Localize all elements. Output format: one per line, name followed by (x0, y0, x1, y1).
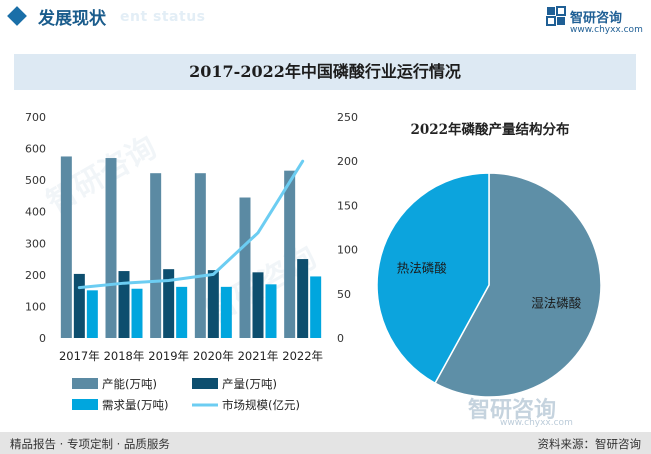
legend-swatch (72, 378, 98, 389)
page-title: 发展现状 (38, 9, 106, 29)
bar (239, 197, 251, 338)
series-line (77, 159, 305, 290)
x-tick-label: 2017年 (59, 349, 100, 363)
chart-title-band: 2017-2022年中国磷酸行业运行情况 (14, 54, 636, 90)
bar (176, 286, 188, 338)
bar (60, 156, 72, 338)
y-left-tick-label: 700 (25, 111, 46, 124)
legend-swatch (192, 378, 218, 389)
y-left-tick-label: 400 (25, 206, 46, 219)
logo-icon (546, 6, 566, 26)
bar (163, 269, 175, 338)
x-tick-label: 2022年 (282, 349, 323, 363)
bar (105, 158, 117, 338)
bar (220, 286, 232, 338)
y-left-tick-label: 200 (25, 269, 46, 282)
pie-slice (434, 172, 602, 398)
bar (194, 173, 206, 338)
footer-slogan: 精品报告 · 专项定制 · 品质服务 (10, 437, 170, 451)
bar (284, 170, 296, 338)
x-tick-label: 2019年 (148, 349, 189, 363)
page-header: ent status 发展现状 智研咨询 www.chyxx.com (0, 0, 651, 40)
brand-name: 智研咨询 (570, 11, 623, 26)
footer-source: 资料来源：智研咨询 (537, 437, 642, 451)
footer: 精品报告 · 专项定制 · 品质服务 资料来源：智研咨询 (0, 432, 651, 454)
y-left-tick-label: 0 (39, 332, 46, 345)
bar (252, 272, 264, 338)
pie-label: 热法磷酸 (397, 261, 448, 276)
chart-area: 0 100 200 300 400 500 600 700 0 50 100 150 200 250 201… (25, 111, 602, 412)
bar (297, 259, 309, 338)
pie-slice (376, 172, 490, 385)
bar (118, 271, 130, 338)
bar (131, 288, 143, 338)
legend-label: 市场规模(亿元) (222, 398, 300, 412)
pie-chart-title: 2022年磷酸产量结构分布 (410, 122, 570, 138)
y-right-tick-label: 50 (337, 288, 351, 301)
diamond-icon (7, 6, 27, 26)
y-left-tick-label: 100 (25, 300, 46, 313)
y-right-tick-label: 0 (337, 332, 344, 345)
bar (73, 273, 85, 338)
pie-label: 湿法磷酸 (531, 295, 582, 310)
legend-swatch (72, 399, 98, 410)
legend-label: 产能(万吨) (102, 377, 157, 391)
bar (86, 290, 98, 338)
x-tick-label: 2020年 (193, 349, 234, 363)
bar (265, 284, 277, 338)
source-watermark-url: www.chyxx.com (500, 418, 573, 428)
x-tick-label: 2018年 (104, 349, 145, 363)
y-left-tick-label: 300 (25, 237, 46, 250)
source-watermark: 智研咨询 (468, 398, 557, 423)
chart-title: 2017-2022年中国磷酸行业运行情况 (189, 62, 461, 81)
y-right-tick-label: 200 (337, 155, 358, 168)
brand-logo: 智研咨询 www.chyxx.com (546, 6, 646, 36)
bar (310, 276, 322, 338)
y-right-tick-label: 250 (337, 111, 358, 124)
brand-url: www.chyxx.com (570, 25, 643, 35)
y-left-tick-label: 500 (25, 174, 46, 187)
y-right-tick-label: 100 (337, 244, 358, 257)
y-right-tick-label: 150 (337, 199, 358, 212)
header-subtitle: ent status (120, 9, 206, 25)
legend-label: 产量(万吨) (222, 377, 277, 391)
bar (207, 270, 219, 338)
legend-label: 需求量(万吨) (102, 398, 168, 412)
bar (150, 173, 162, 338)
x-tick-label: 2021年 (238, 349, 279, 363)
y-left-tick-label: 600 (25, 143, 46, 156)
